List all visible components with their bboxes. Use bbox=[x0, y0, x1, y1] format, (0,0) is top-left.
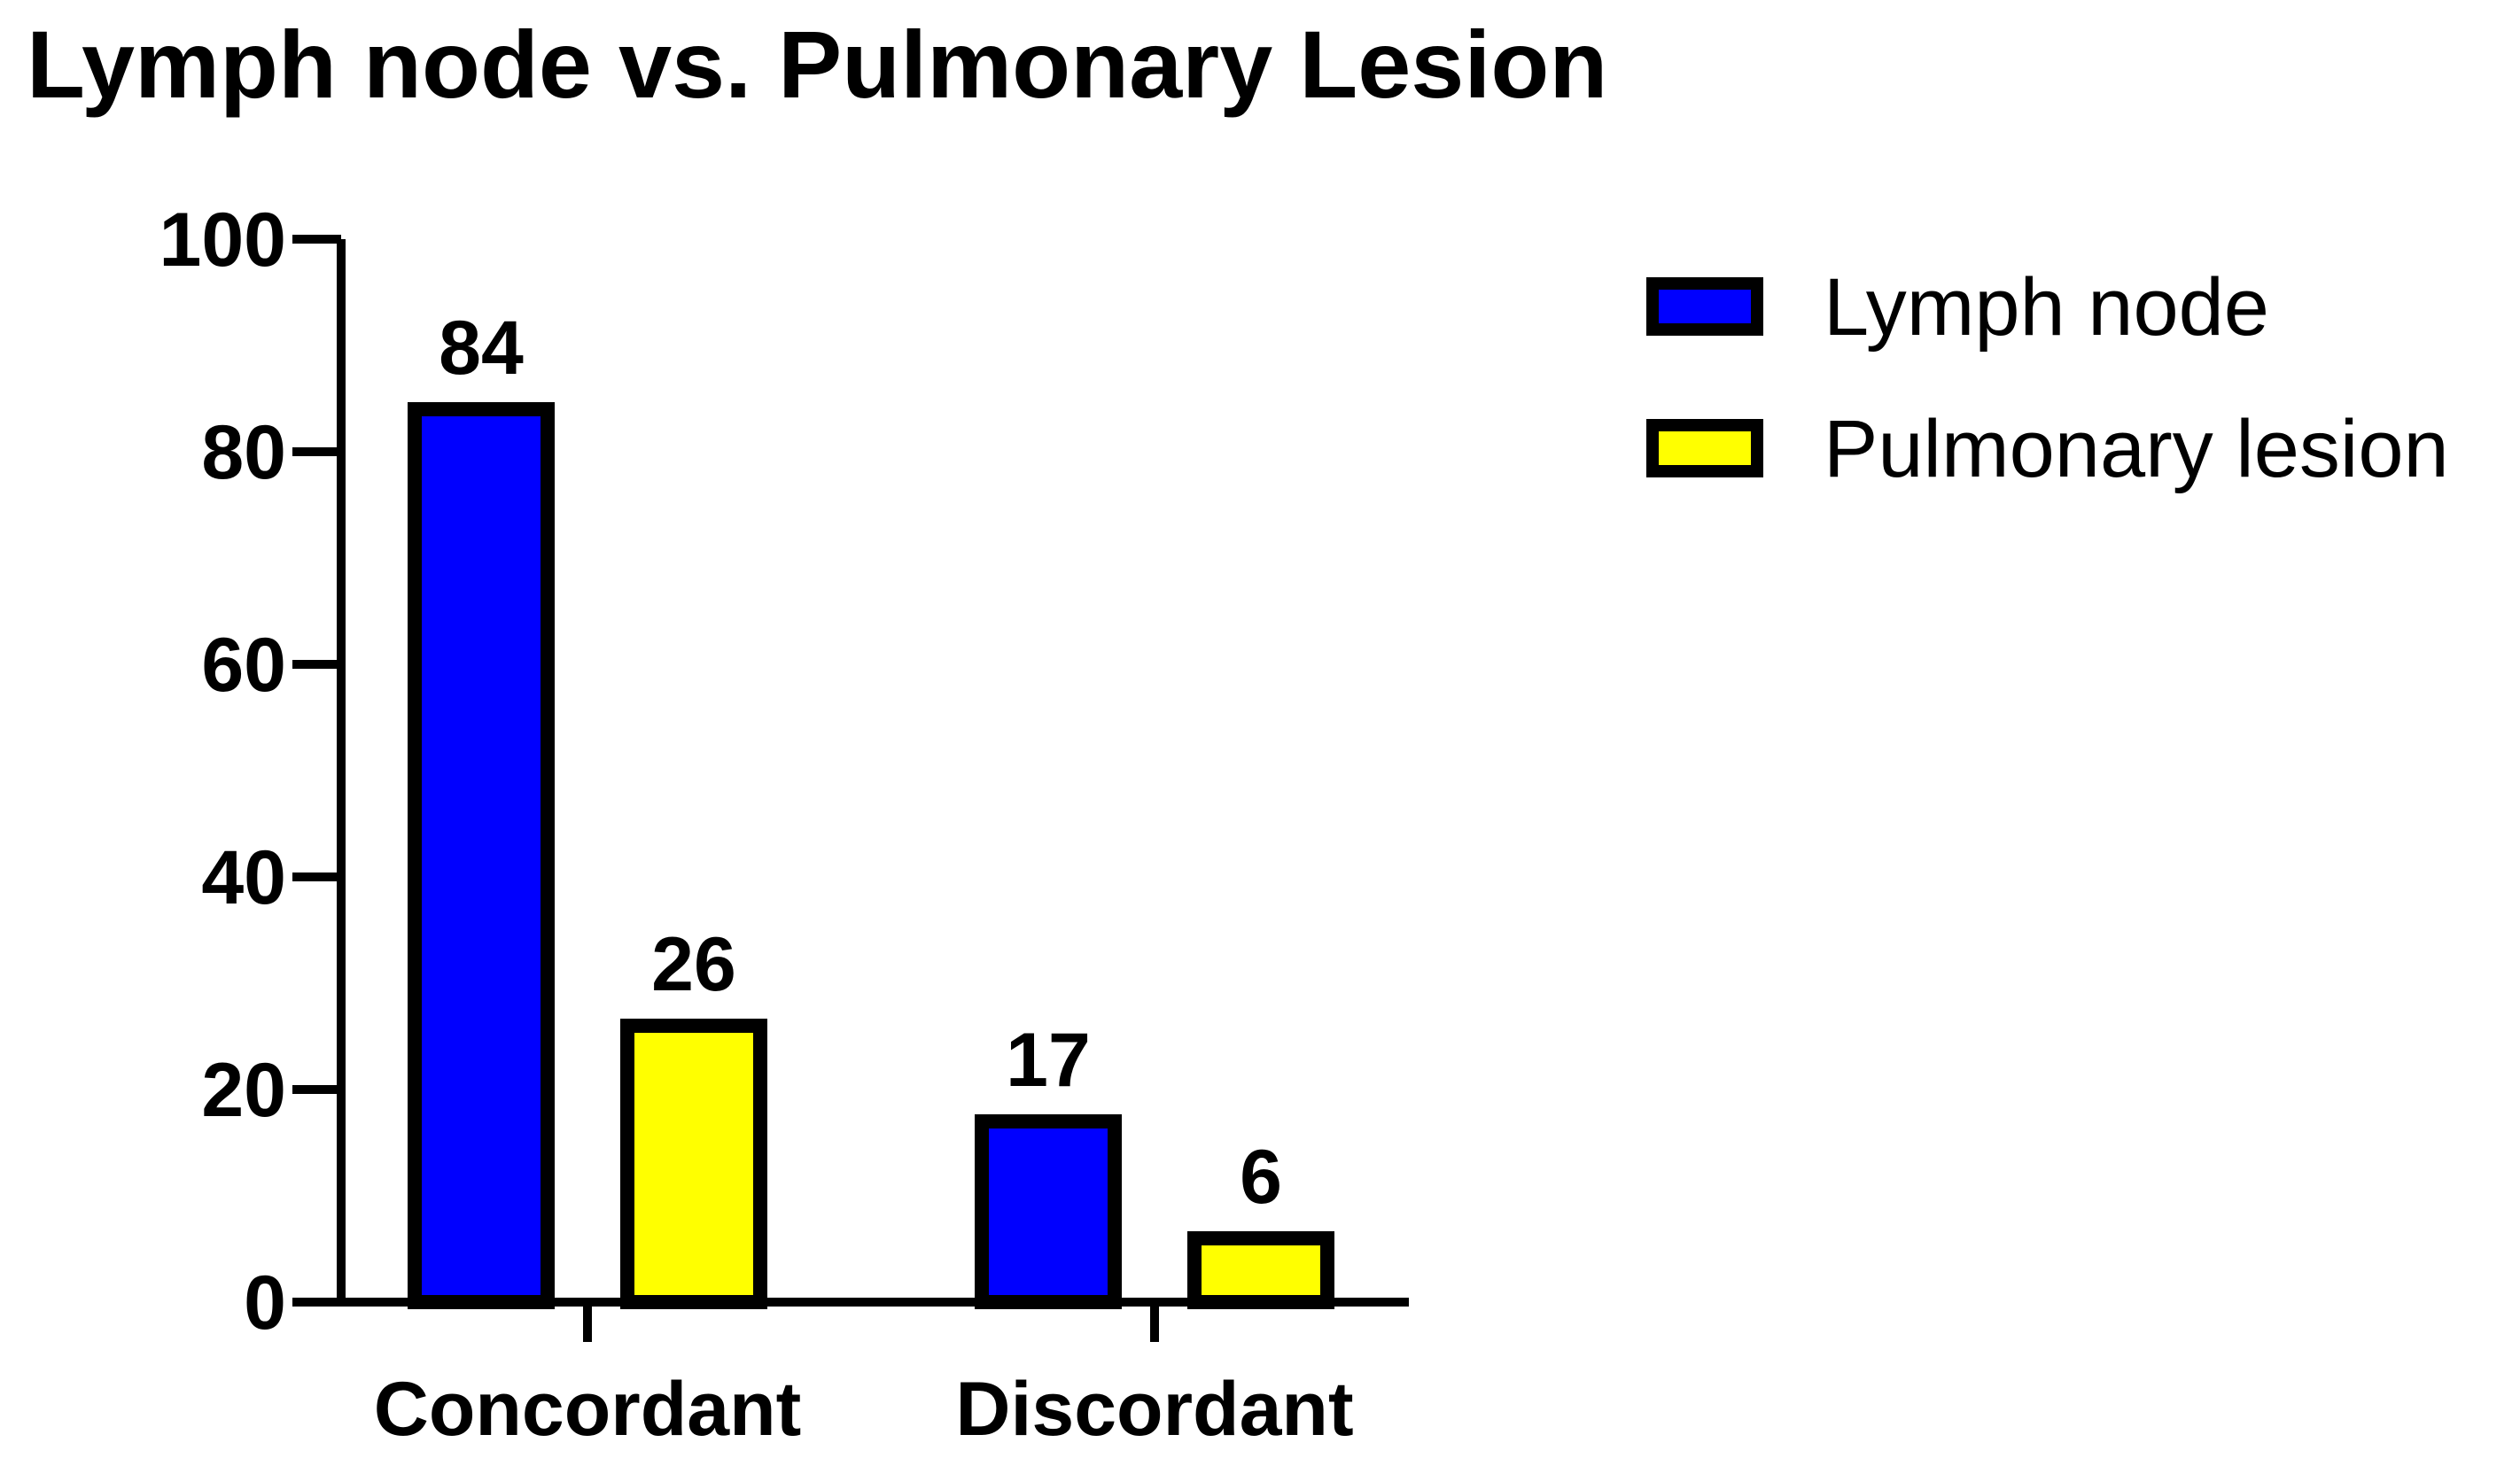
bar-value-label: 17 bbox=[1006, 1018, 1091, 1103]
legend-label: Lymph node bbox=[1824, 262, 2269, 353]
y-tick-label: 40 bbox=[201, 835, 286, 920]
bar bbox=[975, 1114, 1122, 1309]
bar bbox=[1187, 1231, 1334, 1309]
chart-title: Lymph node vs. Pulmonary Lesion bbox=[27, 11, 1607, 118]
bar-value-label: 84 bbox=[439, 306, 524, 391]
plot-area: 0 20 40 60 80 100 Concordant 84 26 Discordant 17 6 bbox=[159, 198, 1409, 1452]
bar bbox=[408, 402, 555, 1309]
bar-value-label: 26 bbox=[651, 922, 736, 1007]
y-tick-label: 100 bbox=[159, 198, 287, 283]
y-tick-label: 20 bbox=[201, 1048, 286, 1133]
bar-value-label: 6 bbox=[1240, 1135, 1282, 1220]
x-category-label: Discordant bbox=[955, 1367, 1353, 1452]
y-tick-label: 60 bbox=[201, 623, 286, 708]
legend: Lymph node Pulmonary lesion bbox=[1646, 262, 2449, 494]
bar bbox=[620, 1019, 767, 1309]
legend-swatch bbox=[1646, 277, 1763, 336]
legend-swatch bbox=[1646, 419, 1763, 477]
y-tick-label: 0 bbox=[244, 1260, 286, 1346]
y-tick-label: 80 bbox=[201, 410, 286, 495]
x-category-label: Concordant bbox=[374, 1367, 802, 1452]
legend-label: Pulmonary lesion bbox=[1824, 404, 2449, 494]
